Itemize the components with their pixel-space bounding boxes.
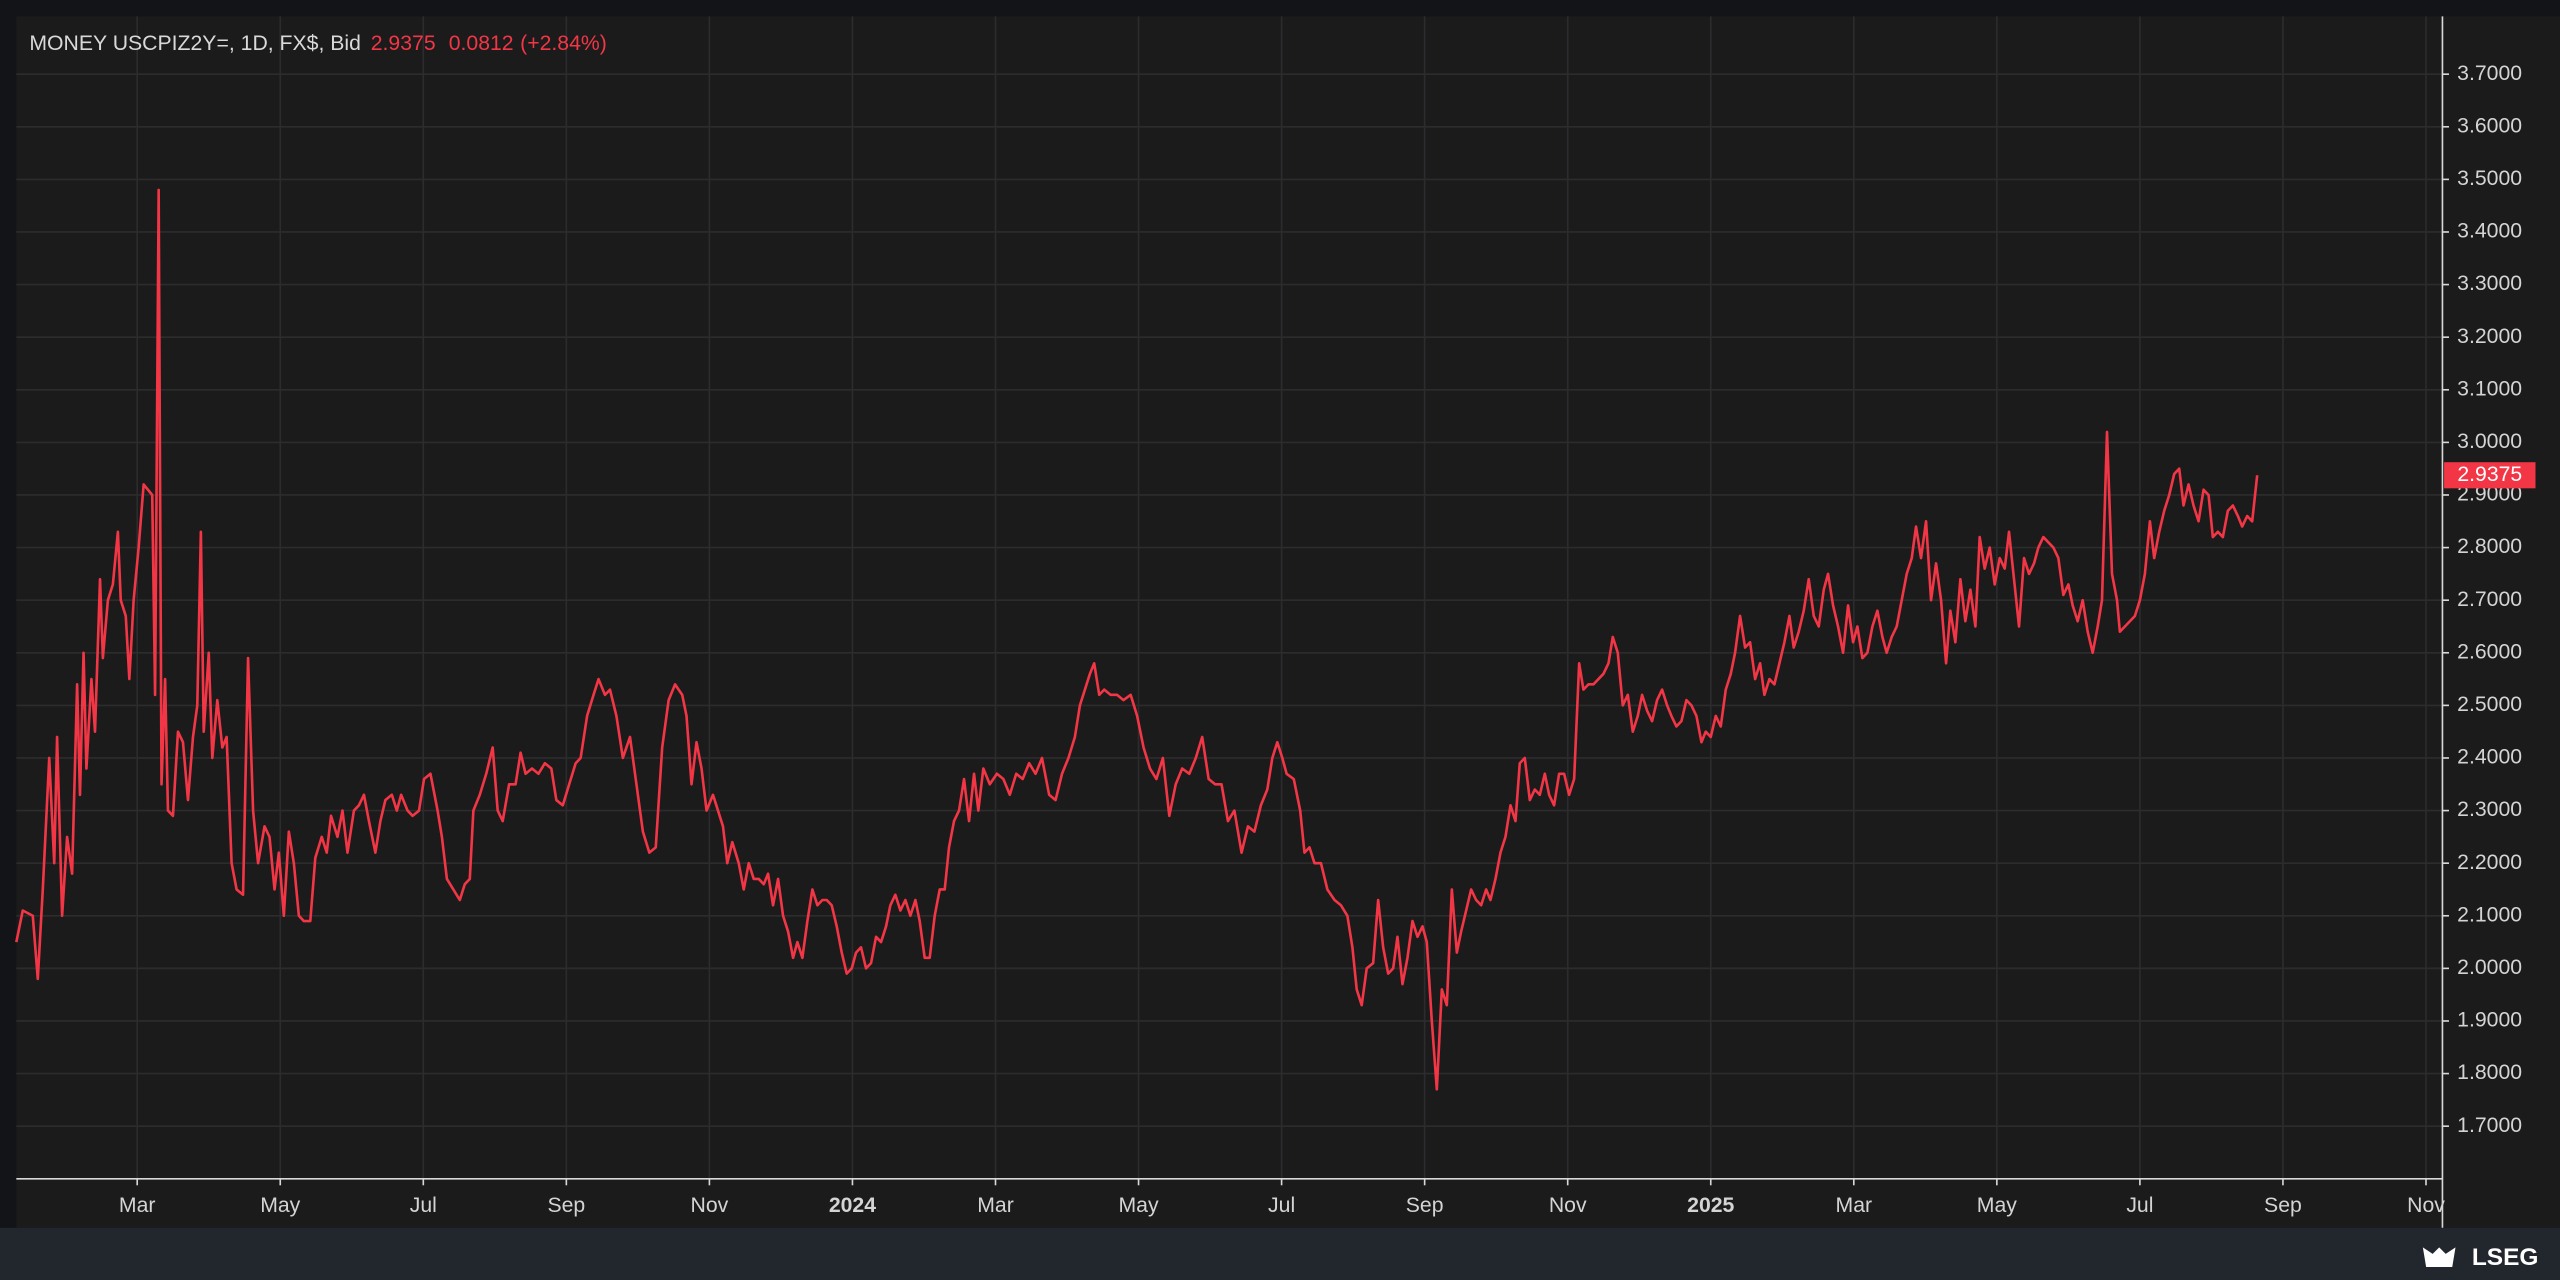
x-tick-label: Mar [977, 1194, 1014, 1217]
brand-name: LSEG [2472, 1244, 2539, 1271]
brand-icon [2422, 1247, 2456, 1267]
y-tick-label: 3.4000 [2457, 220, 2522, 243]
y-tick-label: 2.4000 [2457, 746, 2522, 769]
x-tick-label: May [1977, 1194, 2017, 1217]
x-tick-label: Sep [1406, 1194, 1444, 1217]
y-tick-label: 3.2000 [2457, 325, 2522, 348]
y-tick-label: 3.3000 [2457, 272, 2522, 295]
x-tick-label: 2024 [829, 1194, 876, 1217]
x-tick-label: Jul [1268, 1194, 1295, 1217]
x-tick-label: 2025 [1687, 1194, 1734, 1217]
y-tick-label: 3.7000 [2457, 62, 2522, 85]
x-tick-label: Mar [1836, 1194, 1873, 1217]
x-tick-label: Nov [691, 1194, 729, 1217]
y-tick-label: 3.5000 [2457, 167, 2522, 190]
y-tick-label: 2.9000 [2457, 483, 2522, 506]
header-change-pct: (+2.84%) [520, 32, 607, 55]
x-tick-label: May [260, 1194, 300, 1217]
y-tick-label: 3.0000 [2457, 430, 2522, 453]
x-tick-label: Sep [547, 1194, 585, 1217]
marks [15, 188, 2259, 1091]
x-tick-label: Jul [410, 1194, 437, 1217]
brand-logo: LSEG [2422, 1244, 2539, 1271]
y-tick-label: 2.1000 [2457, 903, 2522, 926]
x-tick-label: Nov [1549, 1194, 1587, 1217]
y-tick-label: 1.8000 [2457, 1061, 2522, 1084]
price-line [15, 188, 2259, 1091]
y-tick-label: 2.0000 [2457, 956, 2522, 979]
x-tick-label: May [1119, 1194, 1159, 1217]
y-tick-label: 2.5000 [2457, 693, 2522, 716]
x-tick-label: Jul [2126, 1194, 2153, 1217]
y-tick-label: 2.6000 [2457, 640, 2522, 663]
header-change: 0.0812 [449, 32, 514, 55]
header: MONEY USCPIZ2Y=, 1D, FX$, Bid 2.9375 0.081… [29, 32, 606, 55]
header-last: 2.9375 [371, 32, 436, 55]
y-tick-label: 1.9000 [2457, 1009, 2522, 1032]
y-tick-label: 1.7000 [2457, 1114, 2522, 1137]
y-tick-label: 2.3000 [2457, 798, 2522, 821]
last-price-label: 2.9375 [2457, 463, 2522, 486]
y-tick-label: 2.8000 [2457, 535, 2522, 558]
header-symbol: MONEY USCPIZ2Y=, 1D, FX$, Bid [29, 32, 361, 55]
x-tick-label: Nov [2407, 1194, 2445, 1217]
footer-bar [0, 1227, 2560, 1280]
y-tick-label: 3.1000 [2457, 377, 2522, 400]
y-tick-label: 2.7000 [2457, 588, 2522, 611]
plot-panel [16, 16, 2560, 1228]
y-tick-label: 3.6000 [2457, 114, 2522, 137]
x-tick-label: Mar [119, 1194, 156, 1217]
y-tick-label: 2.2000 [2457, 851, 2522, 874]
x-tick-label: Sep [2264, 1194, 2302, 1217]
last-price-box [2444, 462, 2536, 489]
grid [16, 16, 2443, 1179]
